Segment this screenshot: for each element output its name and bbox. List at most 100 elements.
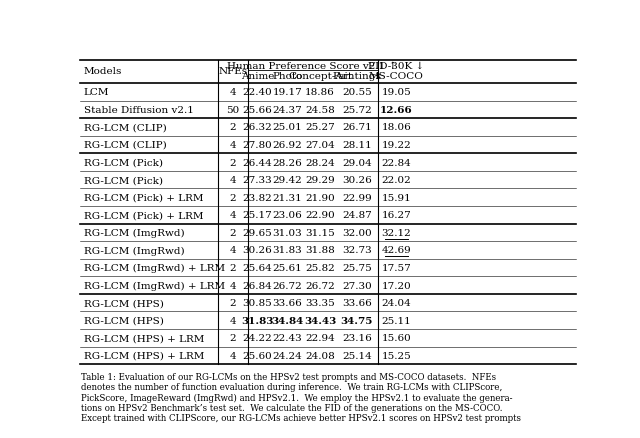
Text: MS-COCO: MS-COCO	[369, 71, 424, 81]
Text: 30.26: 30.26	[342, 176, 372, 185]
Text: 26.72: 26.72	[273, 281, 302, 290]
Text: 25.11: 25.11	[381, 316, 412, 325]
Text: 25.61: 25.61	[273, 263, 302, 272]
Text: 15.91: 15.91	[381, 193, 412, 202]
Text: NFEs: NFEs	[218, 67, 247, 76]
Text: RG-LCM (HPS): RG-LCM (HPS)	[84, 299, 164, 307]
Text: 25.17: 25.17	[243, 211, 273, 220]
Text: 4: 4	[230, 316, 236, 325]
Text: 28.24: 28.24	[305, 158, 335, 167]
Text: 25.27: 25.27	[305, 123, 335, 132]
Text: 22.43: 22.43	[273, 334, 302, 343]
Text: 21.90: 21.90	[305, 193, 335, 202]
Text: 25.82: 25.82	[305, 263, 335, 272]
Text: 12.66: 12.66	[380, 106, 413, 115]
Text: 31.83: 31.83	[241, 316, 274, 325]
Text: LCM: LCM	[84, 88, 109, 97]
Text: 32.12: 32.12	[381, 228, 412, 237]
Text: RG-LCM (Pick) + LRM: RG-LCM (Pick) + LRM	[84, 193, 204, 202]
Text: 30.85: 30.85	[243, 299, 273, 307]
Text: 2: 2	[230, 299, 236, 307]
Text: 29.42: 29.42	[273, 176, 302, 185]
Text: 26.44: 26.44	[243, 158, 273, 167]
Text: 23.16: 23.16	[342, 334, 372, 343]
Text: 2: 2	[230, 123, 236, 132]
Text: 4: 4	[230, 141, 236, 150]
Text: 2: 2	[230, 334, 236, 343]
Text: 22.40: 22.40	[243, 88, 273, 97]
Text: 22.99: 22.99	[342, 193, 372, 202]
Text: 2: 2	[230, 193, 236, 202]
Text: 34.84: 34.84	[271, 316, 303, 325]
Text: RG-LCM (CLIP): RG-LCM (CLIP)	[84, 123, 166, 132]
Text: 32.00: 32.00	[342, 228, 372, 237]
Text: 25.60: 25.60	[243, 351, 273, 360]
Text: 34.43: 34.43	[304, 316, 336, 325]
Text: RG-LCM (CLIP): RG-LCM (CLIP)	[84, 141, 166, 150]
Text: 28.26: 28.26	[273, 158, 302, 167]
Text: 18.06: 18.06	[381, 123, 412, 132]
Text: 4: 4	[230, 211, 236, 220]
Text: 17.20: 17.20	[381, 281, 412, 290]
Text: Paintings: Paintings	[332, 71, 381, 81]
Text: 4: 4	[230, 281, 236, 290]
Text: 4: 4	[230, 246, 236, 255]
Text: 29.04: 29.04	[342, 158, 372, 167]
Text: 33.66: 33.66	[273, 299, 302, 307]
Text: 31.83: 31.83	[273, 246, 302, 255]
Text: 25.75: 25.75	[342, 263, 372, 272]
Text: 24.24: 24.24	[273, 351, 302, 360]
Text: Concept-Art: Concept-Art	[288, 71, 352, 81]
Text: 19.17: 19.17	[273, 88, 302, 97]
Text: 31.88: 31.88	[305, 246, 335, 255]
Text: 26.72: 26.72	[305, 281, 335, 290]
Text: RG-LCM (HPS) + LRM: RG-LCM (HPS) + LRM	[84, 334, 204, 343]
Text: 22.84: 22.84	[381, 158, 412, 167]
Text: RG-LCM (HPS) + LRM: RG-LCM (HPS) + LRM	[84, 351, 204, 360]
Text: 29.29: 29.29	[305, 176, 335, 185]
Text: 30.26: 30.26	[243, 246, 273, 255]
Text: 20.55: 20.55	[342, 88, 372, 97]
Text: 17.57: 17.57	[381, 263, 412, 272]
Text: 42.69: 42.69	[381, 246, 412, 255]
Text: 22.94: 22.94	[305, 334, 335, 343]
Text: 27.33: 27.33	[243, 176, 273, 185]
Text: 4: 4	[230, 351, 236, 360]
Text: 26.71: 26.71	[342, 123, 372, 132]
Text: 27.80: 27.80	[243, 141, 273, 150]
Text: 26.32: 26.32	[243, 123, 273, 132]
Text: 24.87: 24.87	[342, 211, 372, 220]
Text: RG-LCM (ImgRwd) + LRM: RG-LCM (ImgRwd) + LRM	[84, 281, 225, 290]
Text: 25.01: 25.01	[273, 123, 302, 132]
Text: 19.05: 19.05	[381, 88, 412, 97]
Text: 19.22: 19.22	[381, 141, 412, 150]
Text: 27.30: 27.30	[342, 281, 372, 290]
Text: 21.31: 21.31	[273, 193, 302, 202]
Text: 24.58: 24.58	[305, 106, 335, 115]
Text: 24.22: 24.22	[243, 334, 273, 343]
Text: Models: Models	[84, 67, 122, 76]
Text: 28.11: 28.11	[342, 141, 372, 150]
Text: 15.60: 15.60	[381, 334, 412, 343]
Text: 22.02: 22.02	[381, 176, 412, 185]
Text: 24.04: 24.04	[381, 299, 412, 307]
Text: RG-LCM (Pick): RG-LCM (Pick)	[84, 158, 163, 167]
Text: 4: 4	[230, 88, 236, 97]
Text: 25.72: 25.72	[342, 106, 372, 115]
Text: Human Preference Score v2.1 ↑: Human Preference Score v2.1 ↑	[227, 62, 397, 71]
Text: 26.84: 26.84	[243, 281, 273, 290]
Text: 23.82: 23.82	[243, 193, 273, 202]
Text: Table 1: Evaluation of our RG-LCMs on the HPSv2 test prompts and MS-COCO dataset: Table 1: Evaluation of our RG-LCMs on th…	[81, 372, 522, 422]
Text: 16.27: 16.27	[381, 211, 412, 220]
Text: RG-LCM (ImgRwd) + LRM: RG-LCM (ImgRwd) + LRM	[84, 263, 225, 272]
Text: Stable Diffusion v2.1: Stable Diffusion v2.1	[84, 106, 194, 115]
Text: RG-LCM (Pick): RG-LCM (Pick)	[84, 176, 163, 185]
Text: 27.04: 27.04	[305, 141, 335, 150]
Text: 31.15: 31.15	[305, 228, 335, 237]
Text: 2: 2	[230, 228, 236, 237]
Text: 25.64: 25.64	[243, 263, 273, 272]
Text: 4: 4	[230, 176, 236, 185]
Text: 2: 2	[230, 263, 236, 272]
Text: 24.37: 24.37	[273, 106, 302, 115]
Text: 18.86: 18.86	[305, 88, 335, 97]
